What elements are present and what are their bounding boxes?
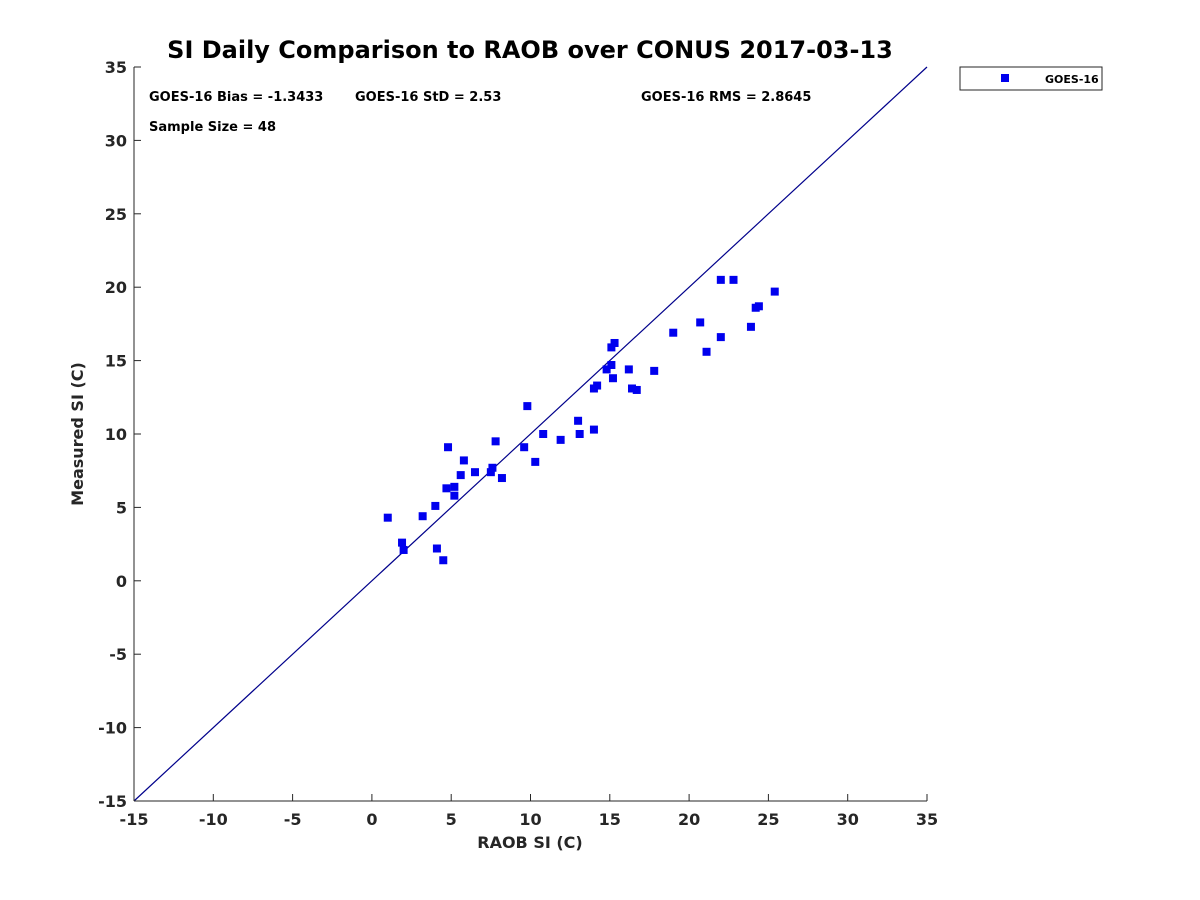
data-point <box>486 468 495 477</box>
data-point <box>632 385 641 394</box>
data-point <box>602 365 611 374</box>
data-point <box>608 374 617 383</box>
x-tick-label: -10 <box>199 810 228 829</box>
x-tick-label: 10 <box>519 810 541 829</box>
data-point <box>398 538 407 547</box>
data-point <box>431 501 440 510</box>
rms-annotation: GOES-16 RMS = 2.8645 <box>641 90 811 105</box>
data-point <box>716 275 725 284</box>
data-point <box>575 430 584 438</box>
reference-line <box>133 66 928 802</box>
data-point <box>450 491 459 500</box>
x-tick-label: 30 <box>837 810 859 829</box>
data-point <box>497 474 506 483</box>
x-tick-label: 0 <box>366 810 377 829</box>
data-point <box>450 482 459 491</box>
data-point <box>432 544 441 553</box>
data-point <box>702 347 711 356</box>
plot-area: -15 -10 -5 0 5 10 15 20 25 30 35 -15 -10 -5 0 5 10 15 20 2… <box>98 58 938 829</box>
y-tick-label: 0 <box>116 572 127 591</box>
y-axis-label: Measured SI (C) <box>68 362 87 506</box>
x-tick-label: 5 <box>446 810 457 829</box>
legend-box <box>959 66 1103 91</box>
y-tick-label: 15 <box>105 352 127 371</box>
legend: GOES-16 <box>959 66 1103 91</box>
data-point <box>520 443 529 452</box>
data-point <box>442 484 451 493</box>
data-point <box>770 287 779 296</box>
data-points <box>383 275 779 565</box>
data-point <box>716 333 725 342</box>
data-point <box>399 545 408 554</box>
x-tick-label: -15 <box>120 810 149 829</box>
data-point <box>574 416 583 425</box>
x-tick-label: 35 <box>916 810 938 829</box>
sample-size-annotation: Sample Size = 48 <box>149 120 276 135</box>
x-tick-label: 15 <box>599 810 621 829</box>
y-tick-label: -5 <box>109 645 127 664</box>
data-point <box>556 435 565 444</box>
y-tick-label: 5 <box>116 498 127 517</box>
data-point <box>444 443 453 452</box>
y-tick-label: 35 <box>105 58 127 77</box>
data-point <box>470 468 479 477</box>
data-point <box>610 338 619 347</box>
data-point <box>624 365 633 374</box>
y-axis-ticks: -15 -10 -5 0 5 10 15 20 25 30 35 <box>98 58 141 811</box>
data-point <box>488 463 497 472</box>
data-point <box>650 366 659 375</box>
data-point <box>459 456 468 465</box>
legend-label: GOES-16 <box>1045 73 1099 86</box>
data-point <box>418 512 427 521</box>
data-point <box>589 425 598 434</box>
x-tick-label: 25 <box>757 810 779 829</box>
y-tick-label: -10 <box>98 719 127 738</box>
data-point <box>607 361 616 370</box>
y-tick-label: -15 <box>98 792 127 811</box>
y-tick-label: 30 <box>105 131 127 150</box>
data-point <box>523 402 532 411</box>
x-axis-ticks: -15 -10 -5 0 5 10 15 20 25 30 35 <box>120 794 938 829</box>
y-tick-label: 25 <box>105 205 127 224</box>
data-point <box>491 437 500 446</box>
x-tick-label: 20 <box>678 810 700 829</box>
data-point <box>754 302 763 311</box>
x-axis-label: RAOB SI (C) <box>477 833 582 852</box>
data-point <box>729 275 738 284</box>
legend-marker <box>1001 74 1009 82</box>
data-point <box>607 343 616 352</box>
data-point <box>539 430 548 438</box>
data-point <box>439 556 448 565</box>
data-point <box>746 322 755 331</box>
data-point <box>628 384 637 393</box>
y-tick-label: 10 <box>105 425 127 444</box>
y-tick-label: 20 <box>105 278 127 297</box>
data-point <box>669 328 678 337</box>
x-tick-label: -5 <box>284 810 302 829</box>
data-point <box>383 513 392 522</box>
data-point <box>593 381 602 390</box>
data-point <box>531 457 540 466</box>
data-point <box>456 471 465 480</box>
chart-title: SI Daily Comparison to RAOB over CONUS 2… <box>167 36 893 64</box>
bias-annotation: GOES-16 Bias = -1.3433 <box>149 90 323 105</box>
data-point <box>696 318 705 327</box>
std-annotation: GOES-16 StD = 2.53 <box>355 90 501 105</box>
